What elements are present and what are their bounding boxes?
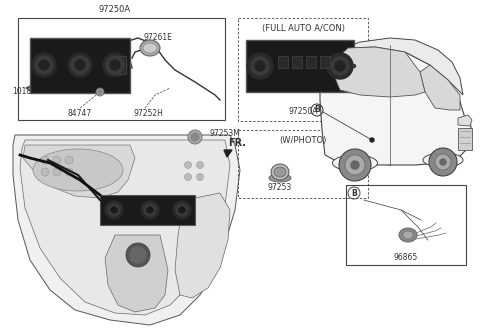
Polygon shape: [23, 145, 135, 198]
Text: 97253: 97253: [268, 183, 292, 193]
Text: (FULL AUTO A/CON): (FULL AUTO A/CON): [262, 24, 345, 32]
Bar: [18, 18, 225, 120]
Circle shape: [75, 60, 85, 70]
Circle shape: [184, 174, 192, 180]
Circle shape: [188, 130, 202, 144]
Bar: [346, 185, 466, 265]
Ellipse shape: [269, 174, 291, 182]
Circle shape: [71, 56, 89, 74]
Circle shape: [351, 161, 359, 169]
Ellipse shape: [333, 155, 377, 171]
Bar: [238, 130, 368, 198]
Circle shape: [247, 53, 273, 79]
Circle shape: [179, 207, 185, 213]
Text: (W/PHOTO): (W/PHOTO): [279, 135, 327, 145]
Text: 97253M: 97253M: [210, 129, 241, 137]
Ellipse shape: [399, 228, 417, 242]
Text: 96865: 96865: [394, 253, 418, 261]
Circle shape: [65, 156, 73, 164]
Circle shape: [32, 53, 56, 77]
Bar: [306, 56, 316, 68]
Circle shape: [39, 60, 49, 70]
Circle shape: [98, 90, 102, 94]
Bar: [320, 56, 330, 68]
Circle shape: [41, 156, 49, 164]
Circle shape: [435, 154, 451, 170]
Ellipse shape: [423, 153, 463, 167]
Ellipse shape: [271, 164, 289, 180]
Text: 1018AD: 1018AD: [12, 87, 42, 95]
Bar: [100, 195, 195, 225]
Polygon shape: [420, 65, 460, 110]
Circle shape: [331, 57, 349, 75]
Circle shape: [53, 168, 61, 176]
Ellipse shape: [274, 167, 286, 177]
Circle shape: [130, 247, 146, 263]
Polygon shape: [13, 135, 240, 325]
Polygon shape: [224, 150, 232, 157]
Circle shape: [339, 149, 371, 181]
Circle shape: [96, 88, 104, 96]
Polygon shape: [175, 193, 230, 298]
Text: 97250A: 97250A: [99, 6, 131, 14]
Circle shape: [41, 168, 49, 176]
Circle shape: [196, 174, 204, 180]
Circle shape: [103, 53, 127, 77]
Ellipse shape: [33, 149, 123, 191]
Circle shape: [141, 201, 159, 219]
Circle shape: [352, 65, 356, 68]
Circle shape: [105, 201, 123, 219]
Circle shape: [111, 207, 117, 213]
Circle shape: [147, 207, 153, 213]
Circle shape: [110, 60, 120, 70]
Circle shape: [173, 201, 191, 219]
Bar: [112, 56, 126, 74]
Circle shape: [440, 159, 446, 165]
Circle shape: [126, 243, 150, 267]
Bar: [458, 128, 472, 150]
Polygon shape: [458, 115, 472, 126]
Circle shape: [370, 138, 374, 142]
Text: FR.: FR.: [228, 138, 246, 148]
Circle shape: [106, 56, 124, 74]
Text: 84747: 84747: [339, 62, 363, 71]
Polygon shape: [20, 140, 230, 315]
Circle shape: [108, 204, 120, 216]
Circle shape: [35, 56, 53, 74]
Polygon shape: [332, 38, 463, 95]
Bar: [238, 18, 368, 121]
Text: B: B: [314, 106, 320, 114]
Circle shape: [144, 204, 156, 216]
Circle shape: [345, 155, 365, 175]
Ellipse shape: [403, 231, 413, 239]
Bar: [246, 40, 354, 92]
Circle shape: [184, 161, 192, 169]
Circle shape: [191, 133, 199, 141]
Circle shape: [251, 57, 269, 75]
Circle shape: [176, 204, 188, 216]
Polygon shape: [105, 235, 168, 312]
Circle shape: [255, 61, 265, 71]
Circle shape: [335, 61, 345, 71]
Polygon shape: [320, 47, 472, 165]
Circle shape: [429, 148, 457, 176]
Polygon shape: [335, 47, 425, 97]
Text: 97250A: 97250A: [288, 107, 318, 115]
Circle shape: [196, 161, 204, 169]
Bar: [30, 38, 130, 93]
Ellipse shape: [143, 43, 157, 53]
Bar: [292, 56, 302, 68]
Text: 97261E: 97261E: [144, 33, 172, 43]
Circle shape: [68, 53, 92, 77]
Ellipse shape: [140, 40, 160, 56]
Bar: [278, 56, 288, 68]
Circle shape: [65, 168, 73, 176]
Circle shape: [327, 53, 353, 79]
Text: 97252H: 97252H: [133, 110, 163, 118]
Circle shape: [53, 156, 61, 164]
Text: 84747: 84747: [68, 110, 92, 118]
Text: B: B: [351, 189, 357, 197]
